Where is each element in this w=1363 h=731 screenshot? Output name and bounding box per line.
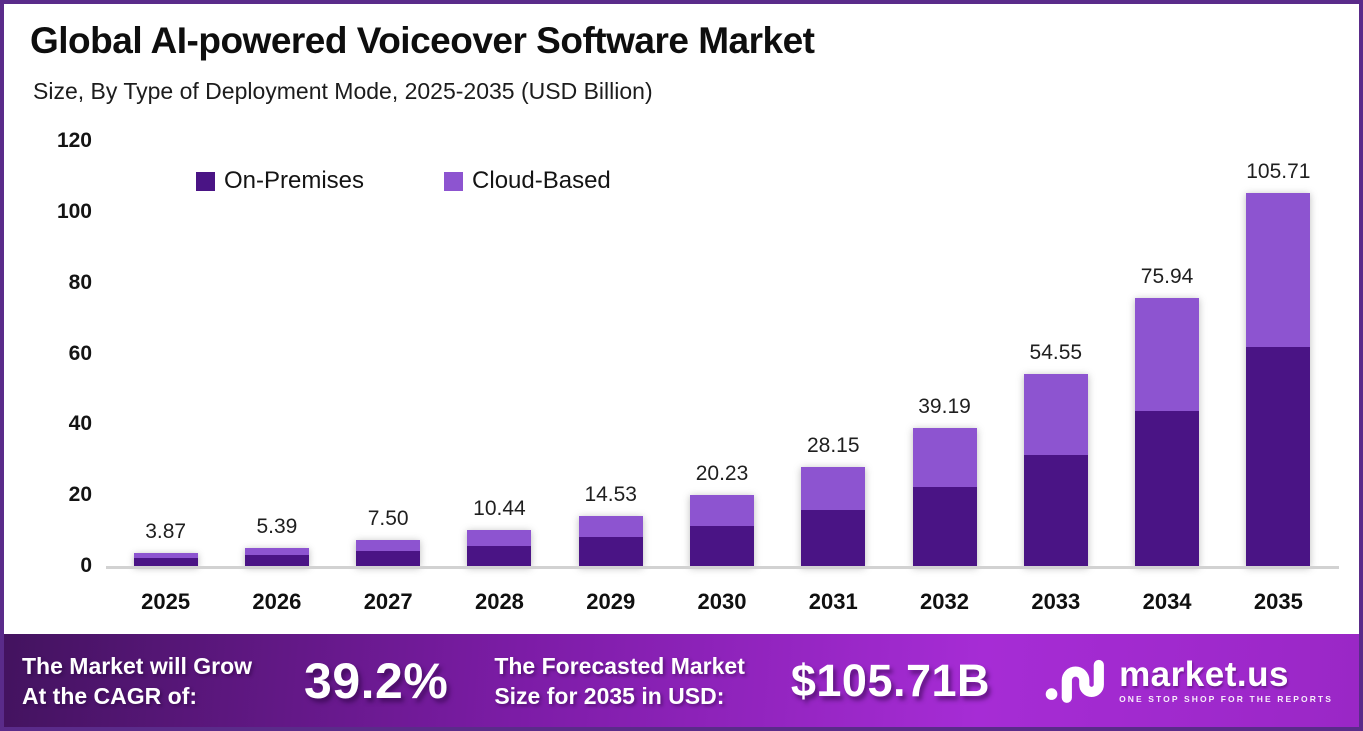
x-tick-2034: 2034 — [1142, 589, 1192, 614]
cagr-label-line1: The Market will Grow — [22, 652, 253, 679]
x-tick-2033: 2033 — [1031, 589, 1081, 614]
bar-2032-cloud-based-segment — [912, 428, 977, 487]
bar-2034 — [1135, 298, 1200, 567]
bar-2030-cloud-based-segment — [690, 495, 754, 527]
bar-2035-cloud-based-segment — [1246, 192, 1311, 348]
logo-tagline: ONE STOP SHOP FOR THE REPORTS — [1119, 694, 1333, 704]
marketus-logo: market.us ONE STOP SHOP FOR THE REPORTS — [1045, 657, 1333, 705]
bar-2027 — [356, 540, 421, 567]
bar-2027-cloud-based-segment — [356, 540, 421, 552]
legend-item-cloud-based: Cloud-Based — [444, 167, 611, 195]
bar-value-label-2028: 10.44 — [473, 497, 526, 521]
x-tick-2030: 2030 — [697, 589, 747, 614]
bar-value-label-2027: 7.50 — [367, 507, 409, 531]
legend-label-cloud-based: Cloud-Based — [472, 167, 611, 194]
cagr-label: The Market will Grow At the CAGR of: — [22, 651, 252, 711]
bar-value-label-2031: 28.15 — [806, 434, 860, 458]
bar-2026-on-premises-segment — [244, 555, 309, 567]
forecast-label-line1: The Forecasted Market — [494, 652, 745, 679]
x-tick-2025: 2025 — [141, 589, 191, 614]
x-tick-2032: 2032 — [920, 589, 969, 614]
bar-2025-on-premises-segment — [133, 558, 198, 567]
legend-label-on-premises: On-Premises — [224, 167, 365, 194]
forecast-label: The Forecasted Market Size for 2035 in U… — [494, 651, 745, 711]
marketus-logo-icon — [1045, 659, 1104, 703]
bar-2030-on-premises-segment — [690, 526, 754, 567]
bar-2028-cloud-based-segment — [467, 530, 532, 546]
x-tick-2031: 2031 — [808, 589, 858, 614]
bar-2031-cloud-based-segment — [801, 467, 866, 510]
footer-banner: The Market will Grow At the CAGR of: 39.… — [4, 634, 1359, 727]
bar-value-label-2033: 54.55 — [1029, 340, 1083, 364]
bar-value-label-2034: 75.94 — [1140, 265, 1194, 289]
x-axis-baseline — [106, 566, 1339, 569]
y-tick-0: 0 — [80, 554, 92, 577]
cagr-label-line2: At the CAGR of: — [22, 682, 198, 709]
bar-value-label-2029: 14.53 — [584, 482, 637, 506]
bar-value-label-2026: 5.39 — [256, 514, 298, 538]
bar-2025 — [133, 553, 198, 567]
y-tick-80: 80 — [68, 270, 92, 294]
x-tick-2028: 2028 — [474, 589, 524, 614]
cagr-value: 39.2% — [304, 652, 449, 709]
y-tick-120: 120 — [56, 129, 92, 152]
forecast-value: $105.71B — [790, 654, 991, 706]
bar-2026-cloud-based-segment — [244, 547, 309, 556]
x-tick-2027: 2027 — [363, 589, 413, 614]
logo-wordmark: market.us — [1119, 655, 1289, 694]
bar-2028-on-premises-segment — [467, 545, 532, 567]
bar-2033-cloud-based-segment — [1023, 373, 1088, 456]
bar-value-label-2030: 20.23 — [695, 462, 749, 486]
bar-2029 — [578, 515, 643, 567]
x-tick-2026: 2026 — [252, 589, 302, 614]
y-tick-40: 40 — [68, 412, 92, 436]
bar-value-label-2035: 105.71 — [1246, 159, 1311, 183]
x-tick-2029: 2029 — [586, 589, 636, 614]
x-tick-2035: 2035 — [1253, 589, 1303, 614]
bar-2034-on-premises-segment — [1135, 410, 1200, 567]
bar-2030 — [690, 495, 754, 567]
chart-subtitle: Size, By Type of Deployment Mode, 2025-2… — [33, 78, 653, 104]
bar-2032-on-premises-segment — [912, 486, 977, 567]
chart-title: Global AI-powered Voiceover Software Mar… — [30, 20, 815, 61]
bar-2029-on-premises-segment — [578, 537, 643, 567]
y-tick-20: 20 — [68, 483, 92, 507]
bar-2032 — [912, 428, 977, 567]
bar-2035 — [1246, 192, 1311, 567]
bar-2028 — [467, 530, 532, 567]
bar-2031 — [801, 467, 866, 567]
forecast-label-line2: Size for 2035 in USD: — [494, 682, 725, 709]
bar-2035-on-premises-segment — [1246, 347, 1311, 567]
bar-2033-on-premises-segment — [1023, 455, 1088, 567]
bar-2025-cloud-based-segment — [133, 553, 198, 559]
bar-2033 — [1023, 373, 1088, 567]
bar-2031-on-premises-segment — [801, 509, 866, 567]
bar-value-label-2032: 39.19 — [918, 395, 971, 419]
y-tick-100: 100 — [56, 199, 92, 223]
legend: On-Premises Cloud-Based — [196, 167, 611, 195]
legend-item-on-premises: On-Premises — [196, 167, 364, 195]
bar-2026 — [244, 547, 309, 567]
bar-2027-on-premises-segment — [356, 551, 421, 567]
bar-value-label-2025: 3.87 — [145, 520, 187, 544]
y-tick-60: 60 — [68, 341, 92, 365]
bar-2034-cloud-based-segment — [1135, 298, 1200, 411]
legend-swatch-on-premises-icon — [196, 171, 215, 191]
bar-2029-cloud-based-segment — [578, 515, 643, 538]
legend-swatch-cloud-based-icon — [444, 171, 464, 191]
